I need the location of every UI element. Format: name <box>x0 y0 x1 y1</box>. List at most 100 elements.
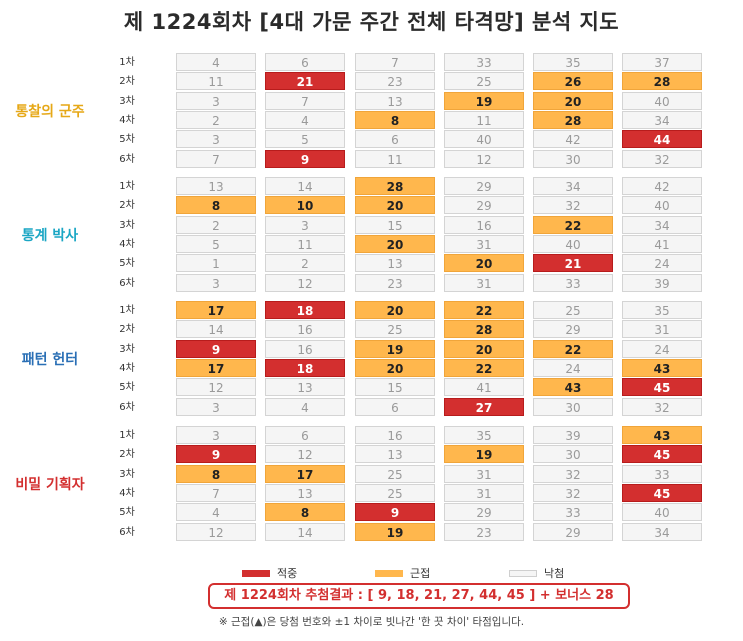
number-cell-near: 8 <box>355 110 435 129</box>
number-cell-miss: 32 <box>533 196 613 215</box>
group-name: 통계 박사 <box>21 228 79 245</box>
number-cell-miss: 11 <box>176 72 256 91</box>
table-row: 1차 13 14 28 29 34 42 <box>0 177 743 196</box>
round-label: 5차 <box>119 134 135 146</box>
number-cell-near: 28 <box>355 177 435 195</box>
number-cell-miss: 7 <box>176 483 256 502</box>
number-cell-miss: 13 <box>355 445 435 464</box>
table-row: 2차 8 10 20 29 32 40 <box>0 196 743 215</box>
legend-near-swatch <box>375 570 403 577</box>
number-cell-miss: 16 <box>355 426 435 444</box>
number-cell-hit: 45 <box>622 378 702 397</box>
table-row: 5차 1 2 13 20 21 24 <box>0 254 743 273</box>
round-label: 6차 <box>119 401 135 413</box>
number-cell-near: 28 <box>533 110 613 129</box>
number-cell-near: 28 <box>622 72 702 91</box>
group-name: 비밀 기획자 <box>15 477 85 494</box>
round-label: 2차 <box>119 449 135 461</box>
page-title: 제 1224회차 [4대 가문 주간 전체 타격망] 분석 지도 <box>123 10 620 34</box>
number-cell-miss: 6 <box>265 53 345 71</box>
table-row: 5차 12 13 15 41 43 45 <box>0 378 743 397</box>
number-cell-miss: 35 <box>622 301 702 319</box>
number-cell-near: 22 <box>533 215 613 234</box>
number-cell-miss: 40 <box>533 234 613 253</box>
table-row: 4차 2 4 8 11 28 34 <box>0 110 743 130</box>
number-cell-miss: 2 <box>265 254 345 273</box>
table-row: 3차 8 17 25 31 32 33 <box>0 464 743 484</box>
number-cell-miss: 29 <box>444 177 524 195</box>
number-cell-miss: 40 <box>444 130 524 149</box>
legend-miss-swatch <box>509 570 537 577</box>
number-cell-hit: 9 <box>355 503 435 522</box>
number-cell-hit: 18 <box>265 301 345 319</box>
number-cell-near: 20 <box>533 91 613 110</box>
number-cell-miss: 29 <box>444 503 524 522</box>
number-cell-miss: 14 <box>176 320 256 339</box>
number-cell-miss: 25 <box>355 483 435 502</box>
number-cell-miss: 14 <box>265 522 345 541</box>
number-cell-miss: 34 <box>622 110 702 129</box>
table-row: 6차 12 14 19 23 29 34 <box>0 522 743 542</box>
number-cell-miss: 12 <box>265 273 345 292</box>
number-cell-miss: 40 <box>622 503 702 522</box>
number-cell-hit: 9 <box>176 339 256 358</box>
number-cell-miss: 3 <box>176 397 256 416</box>
number-cell-near: 8 <box>176 464 256 483</box>
round-label: 3차 <box>119 219 135 231</box>
number-cell-miss: 12 <box>265 445 345 464</box>
table-row: 6차 7 9 11 12 30 32 <box>0 149 743 169</box>
number-cell-miss: 33 <box>622 464 702 483</box>
draw-result-box: 제 1224회차 추첨결과 : [ 9, 18, 21, 27, 44, 45 … <box>208 583 630 609</box>
number-cell-miss: 34 <box>622 522 702 541</box>
number-cell-miss: 30 <box>533 445 613 464</box>
table-row: 2차 11 21 23 25 26 28 <box>0 72 743 91</box>
number-cell-miss: 5 <box>176 234 256 253</box>
number-cell-miss: 24 <box>622 254 702 273</box>
number-cell-miss: 12 <box>444 149 524 168</box>
legend-hit-label: 적중 <box>277 567 298 580</box>
number-cell-miss: 42 <box>622 177 702 195</box>
round-label: 4차 <box>119 362 135 374</box>
number-cell-miss: 33 <box>444 53 524 71</box>
number-cell-near: 20 <box>444 339 524 358</box>
number-cell-near: 19 <box>355 522 435 541</box>
number-cell-miss: 23 <box>355 72 435 91</box>
number-cell-miss: 14 <box>265 177 345 195</box>
number-cell-miss: 33 <box>533 273 613 292</box>
number-cell-near: 26 <box>533 72 613 91</box>
round-label: 1차 <box>119 305 135 316</box>
round-label: 3차 <box>119 343 135 355</box>
number-cell-miss: 31 <box>444 483 524 502</box>
round-label: 5차 <box>119 258 135 270</box>
group-name: 패턴 헌터 <box>21 352 79 369</box>
number-cell-miss: 13 <box>355 254 435 273</box>
number-cell-near: 20 <box>355 301 435 319</box>
number-cell-miss: 42 <box>533 130 613 149</box>
number-cell-miss: 4 <box>265 110 345 129</box>
number-cell-miss: 13 <box>265 378 345 397</box>
number-cell-miss: 2 <box>176 215 256 234</box>
number-cell-miss: 16 <box>444 215 524 234</box>
number-cell-near: 43 <box>533 378 613 397</box>
table-row: 5차 3 5 6 40 42 44 <box>0 130 743 149</box>
round-label: 4차 <box>119 238 135 250</box>
round-label: 2차 <box>119 76 135 88</box>
table-row: 5차 4 8 9 29 33 40 <box>0 503 743 522</box>
number-cell-miss: 2 <box>176 110 256 129</box>
number-cell-near: 43 <box>622 426 702 444</box>
table-row: 1차 17 18 20 22 25 35 <box>0 301 743 320</box>
table-row: 1차 4 6 7 33 35 37 <box>0 53 743 72</box>
number-cell-miss: 25 <box>444 72 524 91</box>
number-cell-near: 19 <box>355 339 435 358</box>
number-cell-miss: 3 <box>176 91 256 110</box>
number-cell-miss: 13 <box>355 91 435 110</box>
number-cell-miss: 25 <box>355 464 435 483</box>
number-cell-miss: 29 <box>444 196 524 215</box>
number-cell-miss: 40 <box>622 91 702 110</box>
number-cell-miss: 16 <box>265 320 345 339</box>
table-row: 1차 3 6 16 35 39 43 <box>0 426 743 445</box>
number-cell-miss: 31 <box>622 320 702 339</box>
number-cell-miss: 3 <box>176 426 256 444</box>
number-cell-near: 20 <box>444 254 524 273</box>
number-cell-miss: 24 <box>533 358 613 377</box>
